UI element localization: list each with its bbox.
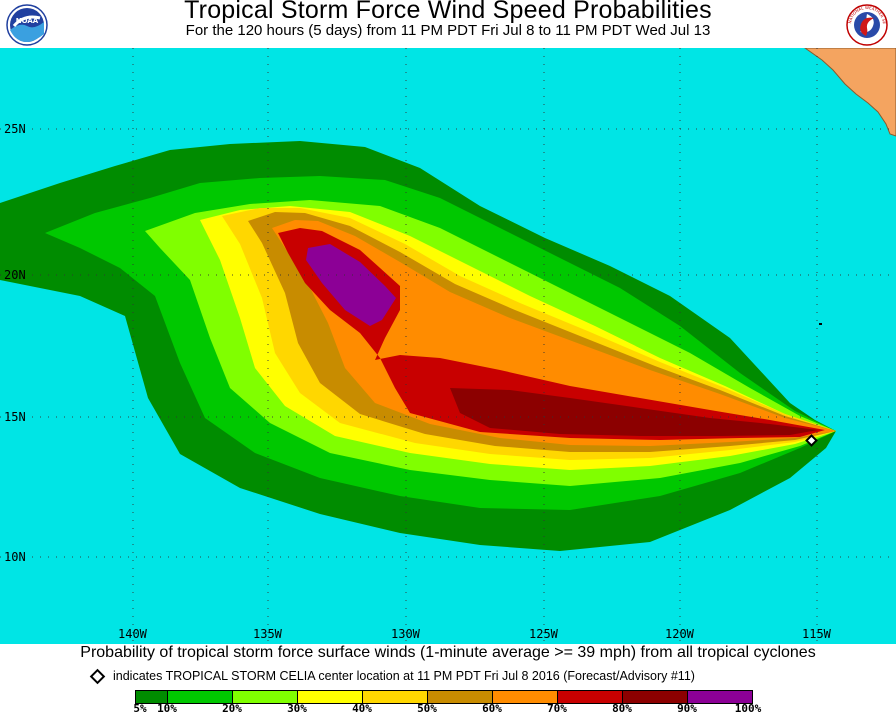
legend-swatch — [168, 691, 233, 703]
graticule — [0, 48, 896, 644]
legend-label: 80% — [612, 702, 632, 715]
longitude-labels: 140W 135W 130W 125W 120W 115W — [118, 627, 832, 641]
lat-label: 15N — [4, 410, 26, 424]
legend-label: 90% — [677, 702, 697, 715]
lon-label: 120W — [665, 627, 695, 641]
lon-label: 135W — [253, 627, 283, 641]
legend-swatch — [623, 691, 688, 703]
contour-70-percent — [278, 228, 825, 440]
legend-label: 10% — [157, 702, 177, 715]
page-title: Tropical Storm Force Wind Speed Probabil… — [184, 0, 712, 24]
legend-label: 60% — [482, 702, 502, 715]
legend-swatch — [493, 691, 558, 703]
header: NOAA Tropical Storm Force Wind Speed Pro… — [0, 0, 896, 48]
legend-swatch — [558, 691, 623, 703]
noaa-logo-text: NOAA — [16, 17, 39, 25]
storm-center-diamond — [805, 434, 818, 447]
nws-logo: NATIONAL WEATHER SERVICE — [846, 4, 888, 46]
legend-swatch — [136, 691, 168, 703]
lat-label: 20N — [4, 268, 26, 282]
probability-map: 25N 20N 15N 10N 140W 135W 130W 125W 120W… — [0, 48, 896, 644]
noaa-logo: NOAA — [6, 4, 48, 46]
lon-label: 140W — [118, 627, 148, 641]
legend-label: 40% — [352, 702, 372, 715]
legend-swatch — [688, 691, 752, 703]
legend-swatch — [363, 691, 428, 703]
legend-label: 30% — [287, 702, 307, 715]
storm-note-text: indicates TROPICAL STORM CELIA center lo… — [113, 669, 695, 683]
legend-swatch — [298, 691, 363, 703]
island-dot — [819, 323, 822, 325]
contour-80-percent — [450, 388, 818, 436]
legend-label: 100% — [734, 702, 762, 715]
page-subtitle: For the 120 hours (5 days) from 11 PM PD… — [185, 22, 711, 39]
legend-color-bar — [135, 690, 753, 704]
legend-swatch — [428, 691, 493, 703]
legend-label: 20% — [222, 702, 242, 715]
lon-label: 115W — [802, 627, 832, 641]
latitude-labels: 25N 20N 15N 10N — [4, 122, 26, 564]
legend-labels: 5% 10% 20% 30% 40% 50% 60% 70% 80% 90% 100% — [0, 702, 896, 716]
legend-label: 5% — [133, 702, 147, 715]
footer: Probability of tropical storm force surf… — [0, 644, 896, 716]
lat-label: 25N — [4, 122, 26, 136]
contour-90-percent — [306, 244, 396, 326]
storm-marker-icon — [89, 668, 106, 684]
legend-swatch — [233, 691, 298, 703]
lon-label: 130W — [391, 627, 421, 641]
lat-label: 10N — [4, 550, 26, 564]
legend-label: 70% — [547, 702, 567, 715]
land-baja-california — [804, 48, 896, 137]
lon-label: 125W — [529, 627, 559, 641]
map-caption: Probability of tropical storm force surf… — [80, 644, 816, 661]
storm-note: indicates TROPICAL STORM CELIA center lo… — [89, 668, 695, 684]
legend-label: 50% — [417, 702, 437, 715]
